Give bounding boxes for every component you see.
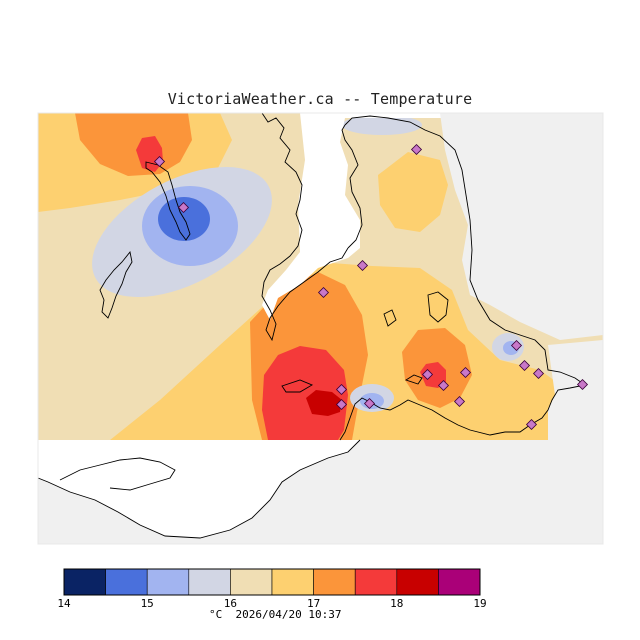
contour-16.5-17-east [378, 152, 448, 232]
coastline-inner-peninsula [341, 124, 363, 249]
legend-bin [188, 568, 231, 596]
legend-bin [271, 568, 314, 596]
legend-bin [438, 568, 481, 596]
station-marker[interactable] [518, 359, 531, 372]
station-marker[interactable] [532, 367, 545, 380]
map-title: VictoriaWeather.ca -- Temperature [167, 90, 473, 108]
station-marker[interactable] [437, 379, 450, 392]
station-marker[interactable] [421, 368, 434, 381]
coastline-south-inlets [59, 457, 176, 491]
station-marker[interactable] [335, 383, 348, 396]
station-marker[interactable] [153, 155, 166, 168]
legend-bin [63, 568, 106, 596]
station-marker[interactable] [335, 398, 348, 411]
island-4 [404, 374, 423, 385]
legend-tick-label: 19 [473, 597, 486, 610]
legend-tick-label: 14 [57, 597, 71, 610]
legend-bin [396, 568, 439, 596]
legend-bin [230, 568, 273, 596]
legend-tick-label: 17 [307, 597, 320, 610]
contour-18-18.5 [306, 390, 342, 416]
haro-strait-water [440, 113, 603, 340]
station-marker[interactable] [317, 286, 330, 299]
coastline-west-channel [261, 112, 349, 342]
station-marker[interactable] [576, 378, 589, 391]
legend-bin [146, 568, 190, 596]
strait-water [38, 440, 360, 538]
coastlines [37, 112, 587, 539]
station-marker[interactable] [525, 418, 538, 431]
island-3 [281, 379, 314, 393]
station-marker[interactable] [510, 339, 523, 352]
station-marker[interactable] [453, 395, 466, 408]
legend-tick-label: 16 [224, 597, 237, 610]
station-marker[interactable] [410, 143, 423, 156]
coastline-saanich-peninsula [339, 115, 587, 441]
temperature-contours [38, 113, 603, 440]
unit-label: °C [209, 608, 223, 621]
coastline-south-landmass [37, 439, 361, 539]
contour-17.5-18-east [420, 362, 446, 388]
legend-bin [354, 568, 398, 596]
saanich-inlet-water [262, 113, 603, 320]
island-1 [427, 291, 449, 323]
coastline-cowichan-lake [145, 161, 191, 241]
coastline-alberni-inlet [99, 250, 133, 319]
timestamp-label: 2026/04/20 10:37 [235, 608, 342, 621]
legend-bin [313, 568, 356, 596]
station-marker[interactable] [356, 259, 369, 272]
island-2 [383, 309, 397, 327]
legend-caption: °C 2026/04/20 10:37 [209, 608, 341, 621]
legend-tick-label: 18 [390, 597, 403, 610]
far-east-water [548, 340, 603, 440]
legend-bin [105, 568, 148, 596]
station-marker[interactable] [177, 201, 190, 214]
legend-frame [63, 568, 481, 596]
station-marker[interactable] [363, 397, 376, 410]
contour-17.5-18-central [262, 346, 348, 440]
station-markers [153, 143, 589, 431]
contour-15.5-16-ne [342, 115, 422, 135]
station-marker[interactable] [459, 366, 472, 379]
legend-tick-label: 15 [141, 597, 154, 610]
map-frame [37, 112, 604, 545]
